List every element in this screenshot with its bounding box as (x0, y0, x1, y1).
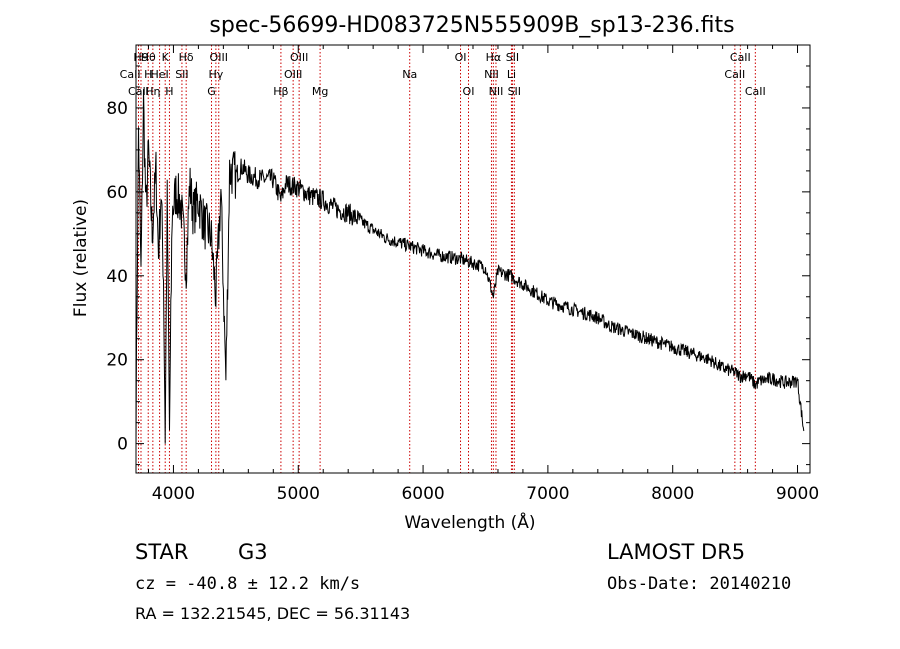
survey-name: LAMOST DR5 (607, 540, 746, 564)
line-label-hη: Hη (145, 85, 160, 98)
x-tick-label: 9000 (776, 484, 819, 504)
line-label-nii: NII (484, 68, 499, 81)
line-label-mg: Mg (312, 85, 328, 98)
y-tick-label: 80 (106, 99, 128, 119)
line-label-g: G (207, 85, 216, 98)
object-class: STAR (135, 540, 189, 564)
redshift-velocity: cz = -40.8 ± 12.2 km/s (135, 574, 361, 594)
y-tick-label: 20 (106, 351, 128, 371)
line-label-oiii: OIII (290, 51, 308, 64)
chart-title: spec-56699-HD083725N555909B_sp13-236.fit… (209, 13, 734, 38)
line-label-caii: CaII (730, 51, 751, 64)
line-label-hθ: Hθ (141, 51, 156, 64)
plot-area-frame (135, 44, 811, 474)
line-label-hα: Hα (486, 51, 502, 64)
observation-date: Obs-Date: 20140210 (607, 574, 792, 594)
line-label-caii: CaII (724, 68, 745, 81)
line-label-hδ: Hδ (179, 51, 194, 64)
line-label-li: Li (507, 68, 516, 81)
line-label-nii: NII (489, 85, 504, 98)
line-label-hγ: Hγ (208, 68, 223, 81)
line-label-sii: SII (508, 85, 521, 98)
x-tick-label: 4000 (152, 484, 195, 504)
x-tick-label: 5000 (277, 484, 320, 504)
x-tick-label: 8000 (651, 484, 694, 504)
y-tick-label: 40 (106, 267, 128, 287)
line-label-oiii: OIII (284, 68, 302, 81)
x-axis-label: Wavelength (Å) (404, 511, 535, 533)
line-label-sii: SII (175, 68, 188, 81)
line-label-h: H (165, 85, 173, 98)
spectrum-series-line (135, 89, 805, 448)
line-label-h9: H9 (133, 51, 148, 64)
line-label-hei: HeI (150, 68, 168, 81)
coordinates: RA = 132.21545, DEC = 56.31143 (135, 604, 411, 623)
y-tick-label: 60 (106, 183, 128, 203)
line-label-oi: OI (455, 51, 467, 64)
line-label-oiii: OIII (210, 51, 228, 64)
line-label-sii: SII (506, 51, 519, 64)
x-tick-label: 7000 (526, 484, 569, 504)
line-label-oi: OI (463, 85, 475, 98)
y-axis: 0 20 40 60 80 (106, 44, 810, 466)
x-tick-label: 6000 (401, 484, 444, 504)
line-label-na: Na (402, 68, 417, 81)
object-subclass: G3 (238, 540, 268, 564)
spectral-line-markers (135, 45, 756, 473)
y-tick-label: 0 (117, 435, 128, 455)
x-axis: 4000 5000 6000 7000 8000 9000 (147, 45, 819, 504)
line-label-hβ: Hβ (273, 85, 288, 98)
line-label-k: K (162, 51, 170, 64)
line-label-caii: CaII (745, 85, 766, 98)
y-axis-label: Flux (relative) (71, 199, 91, 317)
